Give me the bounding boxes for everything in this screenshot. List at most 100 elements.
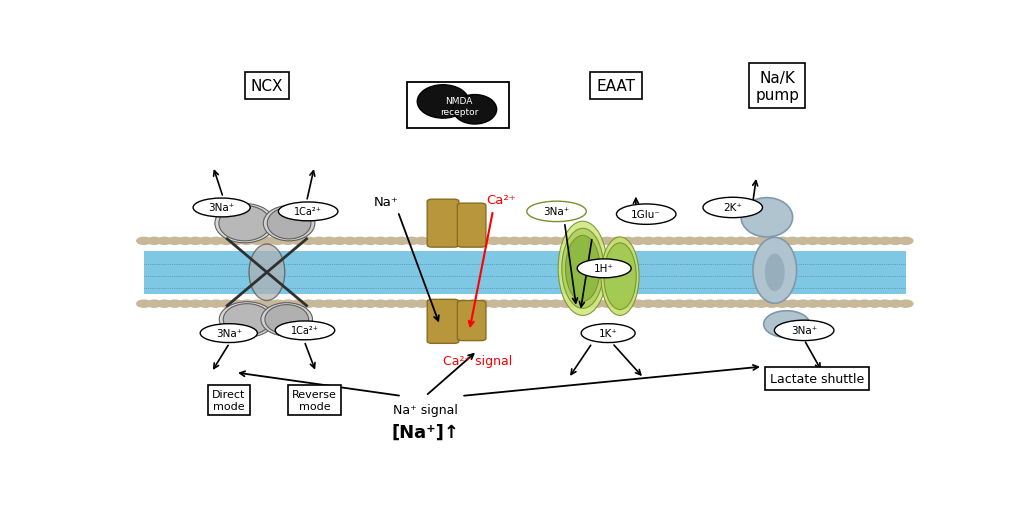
Circle shape: [240, 300, 254, 307]
Ellipse shape: [279, 203, 338, 221]
Ellipse shape: [223, 304, 270, 335]
Circle shape: [394, 238, 409, 245]
Ellipse shape: [201, 324, 257, 343]
Text: Na⁺ signal: Na⁺ signal: [393, 404, 458, 416]
Ellipse shape: [194, 199, 250, 217]
Circle shape: [364, 300, 378, 307]
Circle shape: [528, 300, 543, 307]
Ellipse shape: [741, 198, 793, 237]
Text: NMDA
receptor: NMDA receptor: [439, 97, 478, 117]
Ellipse shape: [604, 243, 636, 310]
Circle shape: [621, 238, 635, 245]
Ellipse shape: [753, 238, 797, 304]
Circle shape: [528, 238, 543, 245]
Circle shape: [199, 238, 213, 245]
Circle shape: [610, 238, 625, 245]
Circle shape: [353, 238, 368, 245]
Circle shape: [466, 238, 480, 245]
FancyBboxPatch shape: [458, 204, 486, 248]
Circle shape: [806, 238, 820, 245]
Circle shape: [610, 300, 625, 307]
Circle shape: [621, 300, 635, 307]
Circle shape: [672, 300, 686, 307]
Ellipse shape: [764, 311, 810, 338]
Circle shape: [878, 300, 892, 307]
Circle shape: [702, 300, 717, 307]
Circle shape: [734, 238, 749, 245]
Circle shape: [785, 238, 800, 245]
Circle shape: [322, 238, 336, 245]
Ellipse shape: [774, 321, 834, 341]
Circle shape: [775, 238, 790, 245]
Ellipse shape: [453, 95, 497, 125]
Circle shape: [692, 300, 707, 307]
Circle shape: [899, 238, 912, 245]
Circle shape: [600, 238, 614, 245]
Ellipse shape: [702, 198, 763, 218]
Text: 1Glu⁻: 1Glu⁻: [631, 210, 662, 220]
Circle shape: [899, 300, 912, 307]
Circle shape: [662, 238, 676, 245]
Bar: [143, 251, 906, 294]
Circle shape: [260, 300, 274, 307]
Circle shape: [260, 238, 274, 245]
Circle shape: [219, 300, 233, 307]
Circle shape: [600, 300, 614, 307]
Text: [Na⁺]↑: [Na⁺]↑: [391, 422, 460, 440]
Circle shape: [651, 300, 666, 307]
Ellipse shape: [215, 204, 274, 243]
Circle shape: [445, 238, 460, 245]
Circle shape: [775, 300, 790, 307]
Circle shape: [878, 238, 892, 245]
Circle shape: [559, 238, 573, 245]
Circle shape: [301, 238, 315, 245]
Circle shape: [415, 300, 429, 307]
Circle shape: [549, 300, 563, 307]
Circle shape: [765, 238, 779, 245]
Circle shape: [796, 238, 810, 245]
Circle shape: [867, 300, 882, 307]
Circle shape: [404, 238, 419, 245]
Circle shape: [755, 300, 769, 307]
Ellipse shape: [219, 302, 274, 337]
Ellipse shape: [526, 202, 587, 222]
Text: Na⁺: Na⁺: [374, 195, 398, 209]
Circle shape: [518, 300, 531, 307]
Circle shape: [158, 300, 172, 307]
Circle shape: [682, 238, 696, 245]
Circle shape: [394, 300, 409, 307]
Circle shape: [486, 300, 501, 307]
Circle shape: [497, 238, 511, 245]
Circle shape: [569, 238, 584, 245]
Circle shape: [404, 300, 419, 307]
Ellipse shape: [261, 303, 312, 336]
Circle shape: [847, 238, 861, 245]
Circle shape: [539, 300, 553, 307]
Ellipse shape: [249, 244, 285, 301]
Ellipse shape: [582, 324, 635, 343]
Circle shape: [755, 238, 769, 245]
Circle shape: [466, 300, 480, 307]
Circle shape: [374, 238, 388, 245]
Circle shape: [311, 238, 326, 245]
Circle shape: [435, 300, 450, 307]
FancyBboxPatch shape: [458, 301, 486, 341]
Circle shape: [724, 300, 738, 307]
Circle shape: [291, 238, 305, 245]
Circle shape: [158, 238, 172, 245]
Circle shape: [291, 300, 305, 307]
Circle shape: [476, 238, 490, 245]
Circle shape: [816, 238, 830, 245]
Circle shape: [229, 300, 244, 307]
Text: Lactate shuttle: Lactate shuttle: [770, 372, 864, 385]
Circle shape: [765, 300, 779, 307]
Circle shape: [476, 300, 490, 307]
Circle shape: [456, 238, 470, 245]
Circle shape: [168, 300, 182, 307]
Circle shape: [497, 300, 511, 307]
Circle shape: [662, 300, 676, 307]
Circle shape: [569, 300, 584, 307]
Circle shape: [507, 300, 521, 307]
Text: Reverse
mode: Reverse mode: [292, 389, 337, 411]
Circle shape: [714, 300, 728, 307]
